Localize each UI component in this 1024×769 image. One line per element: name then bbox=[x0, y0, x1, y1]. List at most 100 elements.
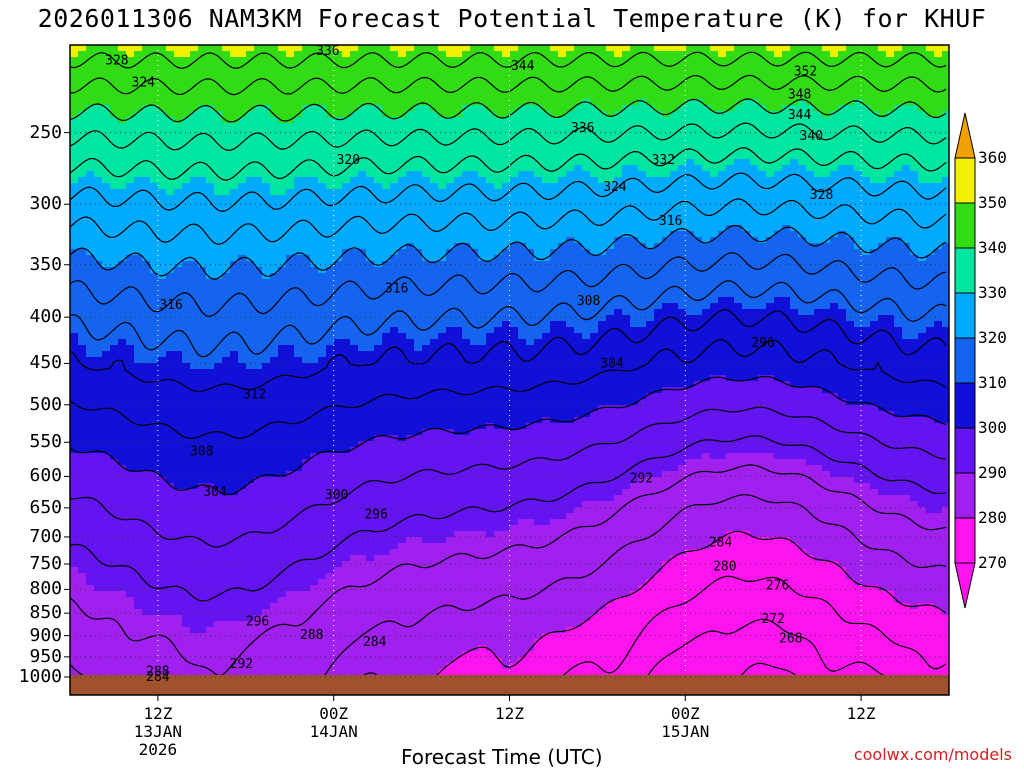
contour-fill-cell bbox=[382, 273, 391, 280]
contour-fill-cell bbox=[262, 387, 271, 394]
contour-fill-cell bbox=[206, 393, 215, 400]
contour-fill-cell bbox=[126, 537, 135, 544]
contour-fill-cell bbox=[366, 99, 375, 106]
contour-fill-cell bbox=[206, 183, 215, 190]
contour-fill-cell bbox=[382, 591, 391, 598]
contour-fill-cell bbox=[334, 333, 343, 340]
contour-fill-cell bbox=[78, 399, 87, 406]
contour-fill-cell bbox=[246, 237, 255, 244]
contour-fill-cell bbox=[390, 375, 399, 382]
contour-fill-cell bbox=[374, 639, 383, 646]
contour-fill-cell bbox=[214, 441, 223, 448]
contour-fill-cell bbox=[126, 171, 135, 178]
contour-fill-cell bbox=[222, 309, 231, 316]
contour-fill-cell bbox=[286, 57, 295, 64]
contour-fill-cell bbox=[334, 69, 343, 76]
contour-fill-cell bbox=[270, 177, 279, 184]
contour-fill-cell bbox=[294, 123, 303, 130]
contour-fill-cell bbox=[110, 171, 119, 178]
contour-fill-cell bbox=[366, 621, 375, 628]
contour-fill-cell bbox=[246, 651, 255, 658]
contour-fill-cell bbox=[150, 441, 159, 448]
contour-fill-cell bbox=[142, 45, 151, 52]
contour-fill-cell bbox=[246, 219, 255, 226]
contour-fill-cell bbox=[374, 651, 383, 658]
contour-fill-cell bbox=[286, 147, 295, 154]
contour-fill-cell bbox=[214, 375, 223, 382]
contour-fill-cell bbox=[190, 81, 199, 88]
contour-fill-cell bbox=[278, 321, 287, 328]
contour-fill-cell bbox=[86, 465, 95, 472]
contour-fill-cell bbox=[94, 579, 103, 586]
contour-fill-cell bbox=[350, 393, 359, 400]
contour-fill-cell bbox=[94, 597, 103, 604]
contour-fill-cell bbox=[374, 243, 383, 250]
contour-fill-cell bbox=[430, 177, 439, 184]
contour-fill-cell bbox=[254, 69, 263, 76]
contour-fill-cell bbox=[278, 351, 287, 358]
contour-fill-cell bbox=[174, 447, 183, 454]
contour-fill-cell bbox=[110, 369, 119, 376]
contour-fill-cell bbox=[334, 447, 343, 454]
contour-fill-cell bbox=[198, 645, 207, 652]
contour-fill-cell bbox=[230, 345, 239, 352]
contour-fill-cell bbox=[182, 75, 191, 82]
contour-fill-cell bbox=[190, 429, 199, 436]
contour-fill-cell bbox=[230, 429, 239, 436]
contour-fill-cell bbox=[142, 195, 151, 202]
contour-fill-cell bbox=[142, 591, 151, 598]
contour-fill-cell bbox=[110, 603, 119, 610]
contour-fill-cell bbox=[230, 495, 239, 502]
contour-fill-cell bbox=[422, 615, 431, 622]
contour-fill-cell bbox=[422, 621, 431, 628]
contour-fill-cell bbox=[94, 219, 103, 226]
contour-fill-cell bbox=[398, 579, 407, 586]
contour-fill-cell bbox=[246, 435, 255, 442]
contour-fill-cell bbox=[198, 621, 207, 628]
contour-fill-cell bbox=[166, 375, 175, 382]
contour-fill-cell bbox=[382, 339, 391, 346]
contour-fill-cell bbox=[222, 429, 231, 436]
contour-fill-cell bbox=[302, 219, 311, 226]
contour-fill-cell bbox=[286, 153, 295, 160]
contour-fill-cell bbox=[118, 345, 127, 352]
contour-fill-cell bbox=[246, 663, 255, 670]
contour-fill-cell bbox=[214, 177, 223, 184]
contour-fill-cell bbox=[126, 609, 135, 616]
contour-fill-cell bbox=[262, 441, 271, 448]
contour-fill-cell bbox=[326, 459, 335, 466]
contour-fill-cell bbox=[238, 207, 247, 214]
contour-fill-cell bbox=[110, 525, 119, 532]
contour-fill-cell bbox=[350, 513, 359, 520]
contour-fill-cell bbox=[222, 513, 231, 520]
contour-fill-cell bbox=[94, 273, 103, 280]
contour-fill-cell bbox=[214, 189, 223, 196]
contour-fill-cell bbox=[142, 285, 151, 292]
contour-fill-cell bbox=[302, 543, 311, 550]
contour-fill-cell bbox=[334, 111, 343, 118]
contour-fill-cell bbox=[94, 447, 103, 454]
contour-fill-cell bbox=[398, 399, 407, 406]
contour-fill-cell bbox=[198, 615, 207, 622]
contour-fill-cell bbox=[158, 345, 167, 352]
contour-fill-cell bbox=[86, 537, 95, 544]
contour-fill-cell bbox=[238, 465, 247, 472]
contour-fill-cell bbox=[166, 657, 175, 664]
contour-fill-cell bbox=[310, 297, 319, 304]
contour-fill-cell bbox=[78, 315, 87, 322]
contour-fill-cell bbox=[366, 651, 375, 658]
contour-fill-cell bbox=[278, 489, 287, 496]
contour-fill-cell bbox=[230, 273, 239, 280]
contour-fill-cell bbox=[158, 495, 167, 502]
contour-fill-cell bbox=[78, 573, 87, 580]
contour-fill-cell bbox=[230, 441, 239, 448]
contour-fill-cell bbox=[358, 477, 367, 484]
contour-fill-cell bbox=[326, 351, 335, 358]
contour-fill-cell bbox=[78, 561, 87, 568]
contour-fill-cell bbox=[310, 243, 319, 250]
contour-fill-cell bbox=[262, 501, 271, 508]
contour-fill-cell bbox=[198, 315, 207, 322]
contour-fill-cell bbox=[110, 651, 119, 658]
contour-fill-cell bbox=[342, 573, 351, 580]
contour-fill-cell bbox=[422, 471, 431, 478]
